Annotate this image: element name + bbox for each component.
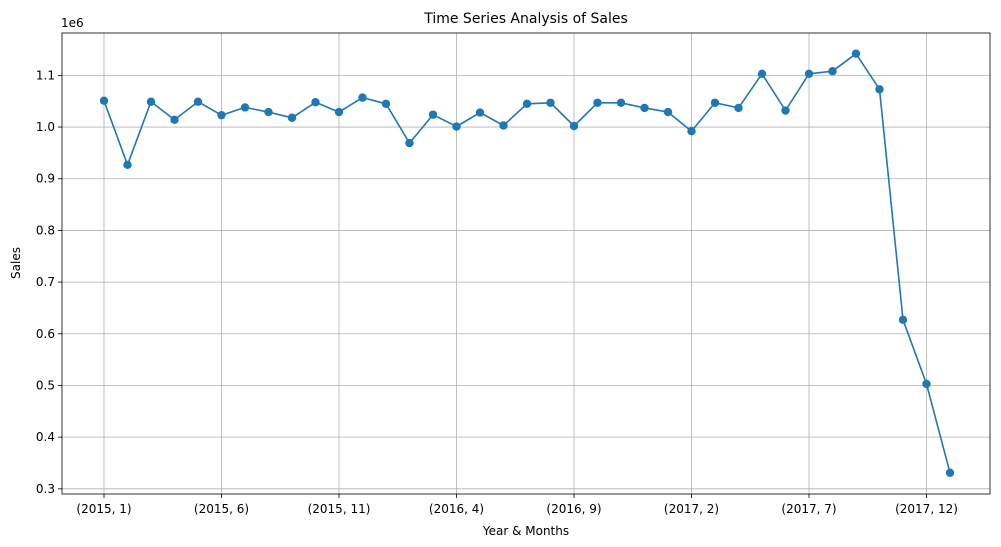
data-point — [405, 138, 414, 148]
chart-title: Time Series Analysis of Sales — [423, 11, 628, 27]
data-point — [828, 67, 837, 76]
data-point — [757, 69, 767, 79]
data-point — [193, 97, 203, 106]
data-point — [781, 106, 790, 115]
data-point — [522, 99, 532, 109]
y-tick-label: 0.8 — [36, 223, 55, 237]
x-tick-label: (2015, 11) — [308, 502, 371, 516]
x-tick-label: (2017, 2) — [664, 502, 719, 516]
data-point — [240, 103, 250, 112]
plot-frame — [61, 32, 991, 495]
x-tick-label: (2016, 4) — [429, 502, 484, 516]
data-point — [640, 103, 649, 113]
data-point — [710, 98, 720, 107]
y-tick-label: 1.0 — [36, 120, 55, 134]
y-tick-label: 0.3 — [36, 482, 55, 496]
data-point — [663, 107, 673, 117]
x-tick-label: (2016, 9) — [546, 502, 601, 516]
data-point — [804, 69, 814, 79]
data-point — [217, 110, 226, 120]
tick-layer: (2015, 1) (2015, 6) (2015, 11) (2016, 4) (20… — [36, 68, 958, 516]
grid-lines — [62, 33, 990, 494]
data-point — [381, 99, 391, 109]
data-point — [99, 96, 109, 105]
data-point — [123, 160, 132, 169]
x-tick-label: (2017, 7) — [781, 502, 836, 516]
data-point — [334, 107, 344, 117]
data-point — [358, 93, 367, 102]
x-tick-label: (2015, 6) — [194, 502, 249, 516]
y-tick-label: 0.6 — [36, 327, 55, 341]
y-axis-label: Sales — [9, 247, 23, 279]
data-point — [287, 113, 297, 122]
data-point — [170, 115, 179, 125]
x-tick-label: (2015, 1) — [76, 502, 131, 516]
data-point — [616, 98, 626, 107]
x-axis-label: Year & Months — [482, 524, 569, 538]
y-tick-label: 1.1 — [36, 68, 55, 82]
series-layer — [99, 49, 955, 478]
x-tick-label: (2017, 12) — [895, 502, 958, 516]
data-point — [311, 98, 320, 107]
y-tick-label: 0.5 — [36, 378, 55, 392]
data-point — [851, 49, 861, 58]
data-point — [875, 85, 884, 94]
data-point — [452, 122, 461, 131]
data-point — [922, 379, 931, 389]
y-tick-label: 0.4 — [36, 430, 55, 444]
data-point — [146, 97, 156, 106]
data-point — [945, 468, 955, 478]
data-point — [475, 108, 485, 117]
data-point — [734, 103, 743, 113]
y-tick-label: 0.7 — [36, 275, 55, 289]
y-scale-label: 1e6 — [61, 16, 84, 30]
data-point — [264, 107, 273, 117]
data-point — [898, 315, 908, 325]
data-point — [687, 126, 696, 136]
data-point — [593, 98, 602, 107]
data-point — [546, 98, 555, 107]
data-point — [569, 121, 579, 131]
sales-series-line — [103, 52, 951, 474]
y-tick-label: 0.9 — [36, 172, 55, 186]
data-point — [428, 110, 438, 119]
data-point — [499, 121, 508, 130]
